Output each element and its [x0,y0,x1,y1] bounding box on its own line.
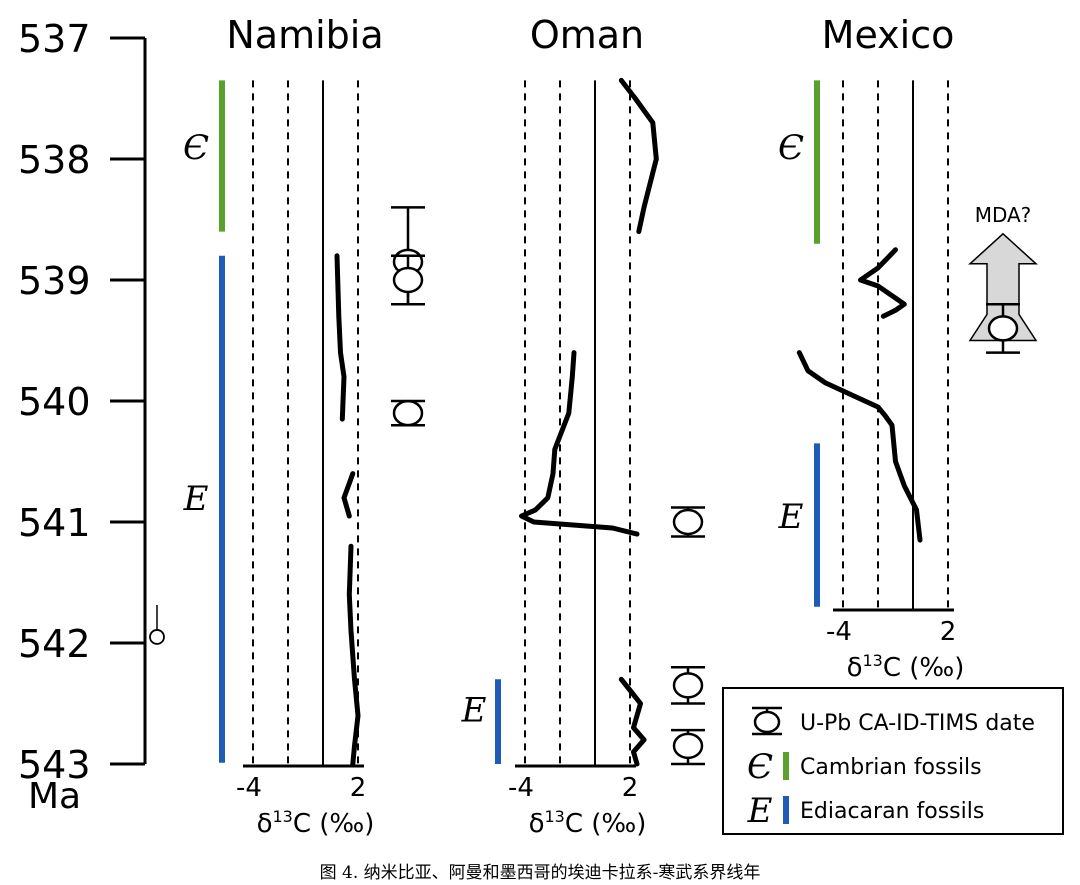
x-tick-label: -4 [236,773,262,803]
ediacaran-fossil-label: E [183,479,209,519]
d13c-curve [858,247,907,319]
date-circle [392,266,424,294]
panel-mexico: Mexico -4 2 δ13C (‰) Є E MDA? [778,13,1038,683]
panel-namibia: Namibia -4 2 δ13C (‰) Є E [183,13,425,839]
date-circle [392,399,424,427]
panel-title: Mexico [822,13,955,57]
age-tick-label: 542 [18,622,91,666]
d13c-curve [618,676,647,767]
ediacaran-fossil-label: E [461,691,487,731]
panel-oman: Oman -4 2 δ13C (‰) E [461,13,705,839]
reference-marker-circle [149,629,165,645]
d13c-curve [796,350,923,543]
legend: U-Pb CA-ID-TIMS date Є Cambrian fossils E Ed… [722,687,1064,835]
cambrian-fossil-label: Є [778,128,804,168]
ediacaran-fossil-label: E [778,497,804,537]
figure-caption: 图 4. 纳米比亚、阿曼和墨西哥的埃迪卡拉系-寒武系界线年 [319,863,761,883]
panel-title: Oman [530,13,644,57]
date-circle [672,732,704,760]
x-axis-label: δ13C (‰) [529,807,647,839]
x-axis-label: δ13C (‰) [847,651,965,683]
d13c-curve [519,350,640,537]
x-tick-label: -4 [826,617,852,647]
legend-entry-label: Ediacaran fossils [800,799,984,824]
x-tick-label: -4 [508,773,534,803]
legend-entry-label: U-Pb CA-ID-TIMS date [800,711,1035,736]
age-axis-unit-label: Ma [28,776,81,817]
legend-date-circle [753,710,781,734]
date-circle [672,508,704,536]
d13c-curve [341,471,356,519]
x-tick-label: 2 [622,773,639,803]
x-tick-label: 2 [350,773,367,803]
age-tick-label: 540 [18,380,91,424]
mda-label: MDA? [975,203,1032,227]
d13c-curve [346,543,361,767]
age-tick-label: 543 [18,743,91,787]
legend-fossil-letter: E [747,791,773,831]
age-tick-label: 537 [18,17,91,61]
x-axis-label: δ13C (‰) [257,807,375,839]
date-circle [987,315,1019,342]
panel-title: Namibia [226,13,383,57]
x-tick-label: 2 [940,617,957,647]
legend-box [722,687,1064,835]
d13c-curve [334,253,347,422]
date-circle [672,672,704,699]
legend-fossil-letter: Є [747,747,773,787]
age-tick-label: 541 [18,501,91,545]
legend-entry-label: Cambrian fossils [800,755,982,780]
cambrian-fossil-label: Є [183,128,209,168]
age-tick-label: 539 [18,259,91,303]
d13c-curve [618,77,659,235]
age-tick-label: 538 [18,138,91,182]
